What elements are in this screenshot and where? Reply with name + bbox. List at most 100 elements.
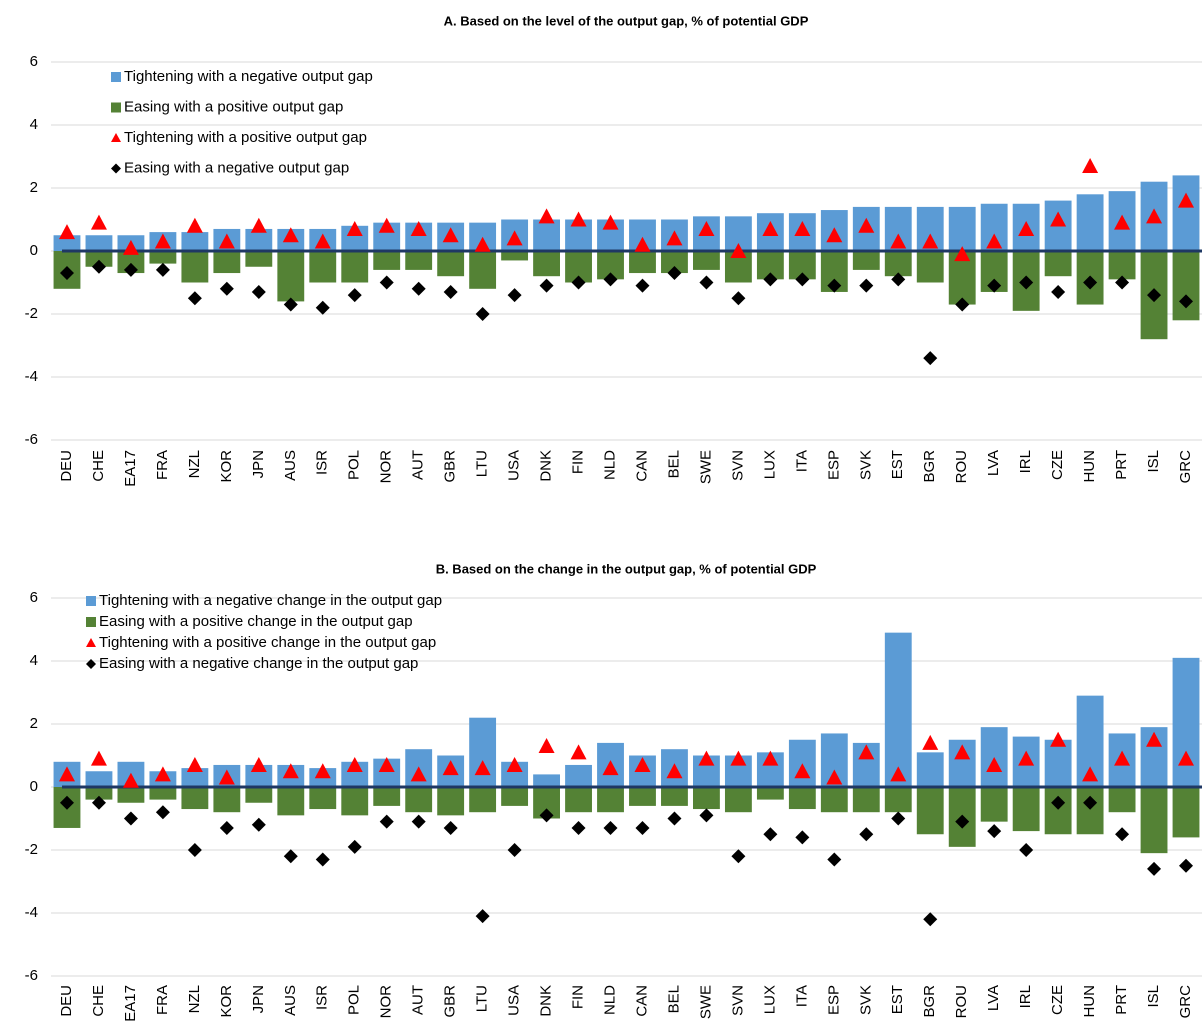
diamond-marker xyxy=(859,827,874,842)
x-tick-label: HUN xyxy=(1081,450,1098,483)
bar xyxy=(597,787,624,813)
bar xyxy=(277,787,305,816)
x-tick-label: AUS xyxy=(282,985,299,1016)
triangle-marker xyxy=(1050,211,1067,227)
x-tick-label: LVA xyxy=(985,450,1002,476)
y-tick-label: 2 xyxy=(30,179,38,196)
diamond-marker xyxy=(987,824,1002,839)
bar xyxy=(533,251,560,277)
triangle-marker xyxy=(954,246,971,262)
legend-swatch xyxy=(111,102,121,113)
diamond-marker xyxy=(187,291,202,306)
x-tick-label: FRA xyxy=(154,450,171,480)
triangle-marker xyxy=(1050,731,1067,747)
bar xyxy=(181,768,209,787)
triangle-marker xyxy=(186,756,203,772)
diamond-marker xyxy=(1115,827,1130,842)
bar xyxy=(501,787,529,806)
x-tick-label: NZL xyxy=(186,450,203,478)
x-tick-label: NLD xyxy=(601,985,618,1015)
x-tick-label: LVA xyxy=(985,985,1002,1011)
x-tick-label: DEU xyxy=(58,985,75,1017)
diamond-marker xyxy=(283,849,298,864)
legend-item: Tightening with a negative output gap xyxy=(111,68,373,85)
diamond-marker xyxy=(475,307,490,321)
diamond-marker xyxy=(315,852,330,867)
x-tick-label: DNK xyxy=(538,985,555,1017)
diamond-marker xyxy=(1051,284,1066,299)
bar xyxy=(245,228,273,251)
legend-label: Tightening with a positive output gap xyxy=(124,129,367,146)
diamond-marker xyxy=(443,820,458,835)
y-tick-label: 2 xyxy=(30,715,38,732)
x-tick-label: DNK xyxy=(538,450,555,482)
diamond-marker xyxy=(347,288,362,303)
bar xyxy=(1044,251,1072,277)
diamond-marker xyxy=(59,795,74,810)
x-tick-label: LUX xyxy=(761,450,778,479)
diamond-marker xyxy=(795,830,810,845)
bar xyxy=(1140,787,1168,854)
x-tick-label: BGR xyxy=(921,450,938,483)
bar xyxy=(469,787,497,813)
bar xyxy=(1076,787,1104,835)
y-tick-label: -2 xyxy=(25,305,38,322)
bar xyxy=(820,787,848,813)
bar xyxy=(1172,787,1200,838)
x-tick-label: ESP xyxy=(825,450,842,480)
bar xyxy=(309,787,337,810)
diamond-marker xyxy=(155,262,170,277)
bar xyxy=(85,235,113,251)
triangle-marker xyxy=(1146,208,1163,224)
x-tick-label: DEU xyxy=(58,450,75,482)
x-tick-label: FRA xyxy=(154,985,171,1015)
triangle-marker xyxy=(666,763,683,779)
bar xyxy=(1172,657,1200,787)
x-tick-label: AUT xyxy=(410,450,427,480)
triangle-marker xyxy=(1018,220,1035,236)
diamond-marker xyxy=(1147,288,1162,303)
x-tick-label: KOR xyxy=(218,985,235,1018)
x-tick-label: EA17 xyxy=(122,450,139,487)
diamond-marker xyxy=(923,351,938,366)
legend-swatch xyxy=(86,596,96,606)
x-tick-label: AUT xyxy=(410,985,427,1015)
diamond-marker xyxy=(1051,795,1066,810)
triangle-marker xyxy=(762,220,779,236)
bar xyxy=(501,251,529,261)
triangle-marker xyxy=(250,217,267,233)
y-tick-label: 6 xyxy=(30,589,38,606)
diamond-marker xyxy=(699,275,714,290)
diamond-marker xyxy=(91,259,106,274)
bar xyxy=(149,787,177,800)
x-tick-label: ITA xyxy=(793,450,810,472)
bar xyxy=(1044,739,1072,787)
x-tick-label: ROU xyxy=(953,450,970,483)
x-tick-label: LTU xyxy=(474,450,491,477)
y-tick-label: -2 xyxy=(25,841,38,858)
diamond-marker xyxy=(251,284,266,299)
bar xyxy=(85,771,113,787)
x-tick-label: SWE xyxy=(697,985,714,1019)
chart-title: B. Based on the change in the output gap… xyxy=(436,561,817,576)
x-tick-label: ESP xyxy=(825,985,842,1015)
bar xyxy=(1076,194,1104,251)
y-tick-label: -4 xyxy=(25,368,38,385)
triangle-marker xyxy=(154,766,171,782)
triangle-marker xyxy=(1018,750,1035,766)
legend-swatch xyxy=(86,638,96,647)
diamond-marker xyxy=(507,288,522,303)
diamond-marker xyxy=(699,808,714,823)
x-tick-label: GRC xyxy=(1177,985,1194,1019)
legend-swatch xyxy=(111,163,121,174)
triangle-marker xyxy=(474,236,491,252)
triangle-marker xyxy=(826,227,843,243)
bar xyxy=(852,787,880,813)
bar xyxy=(181,787,209,810)
diamond-marker xyxy=(219,281,234,296)
triangle-marker xyxy=(858,217,875,233)
diamond-marker xyxy=(59,266,74,281)
legend-label: Easing with a negative output gap xyxy=(124,159,349,176)
bar xyxy=(884,251,912,277)
bar xyxy=(1172,175,1200,251)
